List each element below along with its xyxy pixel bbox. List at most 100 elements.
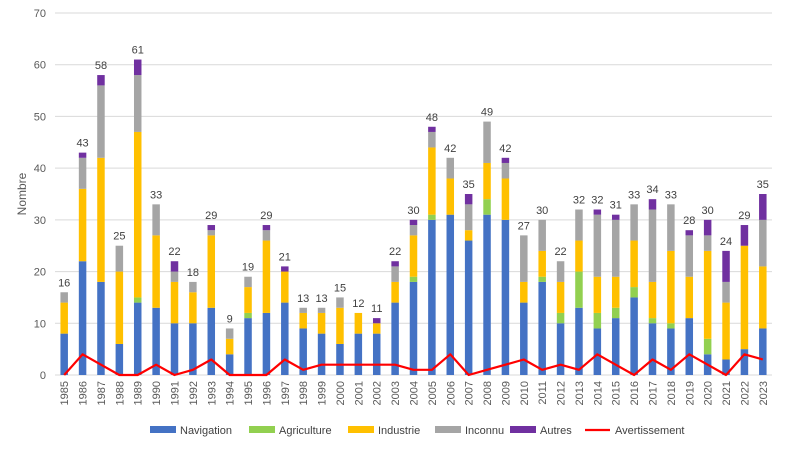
bar-segment bbox=[78, 157, 87, 189]
bar-segment bbox=[483, 199, 491, 215]
bar-segment bbox=[611, 219, 620, 277]
y-tick-label: 50 bbox=[34, 111, 46, 123]
x-tick-label: 2006 bbox=[445, 381, 457, 405]
bar-segment bbox=[372, 333, 381, 375]
x-tick-label: 2013 bbox=[574, 381, 586, 405]
bar-segment bbox=[593, 328, 602, 375]
bar-segment bbox=[78, 152, 87, 158]
bar-segment bbox=[244, 312, 252, 319]
bar-segment bbox=[244, 287, 252, 313]
bar-segment bbox=[740, 245, 749, 350]
y-tick-label: 0 bbox=[40, 370, 46, 382]
bar-segment bbox=[648, 209, 657, 282]
bar-segment bbox=[317, 312, 326, 334]
bar-segment bbox=[611, 276, 620, 308]
bar-segment bbox=[189, 323, 197, 375]
bar-segment bbox=[556, 312, 565, 324]
bar-total-label: 9 bbox=[227, 313, 233, 325]
legend-swatch bbox=[435, 426, 461, 433]
bar-total-label: 42 bbox=[499, 143, 511, 155]
bar-segment bbox=[207, 307, 216, 375]
bar-segment bbox=[336, 343, 344, 375]
legend-swatch bbox=[150, 426, 176, 433]
bar-segment bbox=[299, 307, 307, 313]
bar-segment bbox=[170, 261, 179, 272]
bar-segment bbox=[483, 214, 491, 375]
x-tick-label: 2008 bbox=[482, 381, 494, 405]
bar-segment bbox=[648, 281, 657, 319]
x-tick-label: 1994 bbox=[225, 381, 237, 405]
y-tick-labels: 0 10 20 30 40 50 60 70 bbox=[34, 8, 46, 382]
bar-total-label: 33 bbox=[150, 189, 162, 201]
bar-total-label: 19 bbox=[242, 262, 254, 274]
bar-segment bbox=[78, 261, 87, 375]
bar-total-label: 35 bbox=[757, 179, 769, 191]
bar-segment bbox=[170, 271, 179, 282]
bar-segment bbox=[703, 235, 712, 251]
bar-segment bbox=[78, 188, 87, 262]
bar-segment bbox=[60, 292, 68, 303]
bar-segment bbox=[685, 318, 694, 375]
bar-segment bbox=[225, 338, 234, 355]
x-tick-labels: 1985 1986 1987 1988 1989 1990 1991 1992 1993 1994… bbox=[59, 381, 770, 405]
y-tick-label: 30 bbox=[34, 215, 46, 227]
y-axis-title: Nombre bbox=[15, 172, 29, 215]
bar-segment bbox=[133, 131, 142, 298]
bar-segment bbox=[464, 230, 473, 241]
x-tick-label: 1995 bbox=[243, 381, 255, 405]
bar-segment bbox=[703, 219, 712, 236]
bar-segment bbox=[611, 318, 620, 375]
bar-total-label: 28 bbox=[683, 215, 695, 227]
bar-segment bbox=[575, 240, 583, 272]
x-tick-label: 2000 bbox=[335, 381, 347, 405]
bar-segment bbox=[446, 214, 455, 375]
bar-segment bbox=[538, 250, 546, 277]
bar-segment bbox=[244, 276, 252, 288]
bar-total-label: 15 bbox=[334, 282, 346, 294]
legend-label: Navigation bbox=[180, 425, 232, 437]
x-tick-label: 2012 bbox=[556, 381, 568, 405]
bar-total-label: 42 bbox=[444, 143, 456, 155]
bar-segment bbox=[538, 281, 546, 375]
bar-segment bbox=[336, 307, 344, 344]
bar-segment bbox=[97, 281, 105, 375]
bar-segment bbox=[685, 230, 694, 236]
x-tick-label: 1993 bbox=[206, 381, 218, 405]
bar-segment bbox=[97, 85, 105, 158]
bar-total-label: 29 bbox=[738, 210, 750, 222]
legend-label: Autres bbox=[540, 425, 572, 437]
x-tick-label: 2004 bbox=[409, 381, 421, 405]
x-tick-label: 1991 bbox=[170, 381, 182, 405]
bar-total-label: 58 bbox=[95, 60, 107, 72]
bar-segment bbox=[648, 323, 657, 375]
x-tick-label: 2016 bbox=[629, 381, 641, 405]
legend: Navigation Agriculture Industrie Inconnu Aut… bbox=[150, 425, 685, 437]
bar-segment bbox=[593, 276, 602, 313]
bar-total-label: 61 bbox=[132, 45, 144, 57]
bar-segment bbox=[262, 312, 271, 375]
bar-segment bbox=[722, 359, 730, 375]
bar-segment bbox=[428, 147, 436, 215]
bar-segment bbox=[667, 250, 675, 324]
x-tick-label: 1986 bbox=[78, 381, 90, 405]
bar-segment bbox=[722, 250, 730, 282]
bar-segment bbox=[207, 230, 216, 236]
bar-segment bbox=[740, 225, 749, 246]
bar-total-label: 22 bbox=[168, 246, 180, 258]
bar-total-label: 29 bbox=[260, 210, 272, 222]
bar-segment bbox=[391, 302, 399, 375]
x-tick-label: 2019 bbox=[684, 381, 696, 405]
bar-total-label: 25 bbox=[113, 231, 125, 243]
bar-segment bbox=[317, 333, 326, 375]
bar-segment bbox=[281, 271, 289, 303]
bar-segment bbox=[667, 204, 675, 251]
bar-total-label: 30 bbox=[702, 205, 714, 217]
bar-total-label: 31 bbox=[610, 200, 622, 212]
bar-segment bbox=[667, 323, 675, 329]
x-tick-label: 1989 bbox=[133, 381, 145, 405]
bar-segment bbox=[262, 225, 271, 231]
bar-segment bbox=[501, 157, 510, 163]
bar-segment bbox=[115, 245, 124, 272]
bar-segment bbox=[464, 194, 473, 205]
bar-segment bbox=[409, 225, 418, 236]
